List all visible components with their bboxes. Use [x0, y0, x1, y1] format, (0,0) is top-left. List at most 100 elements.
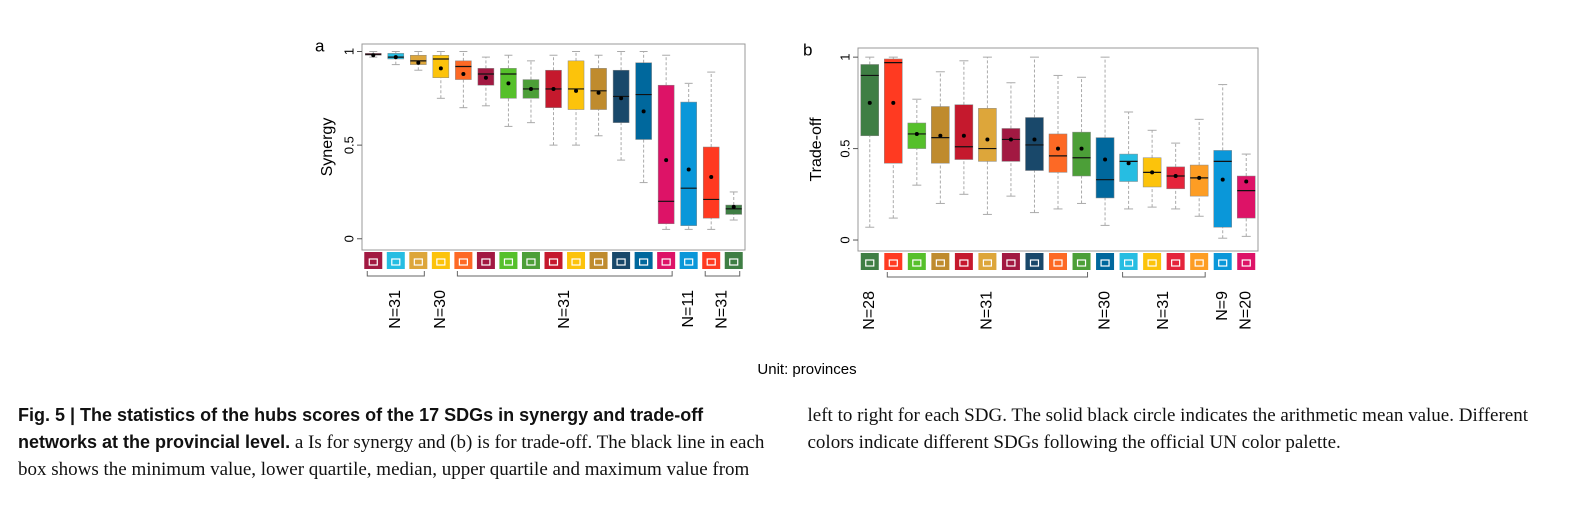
- mean: [619, 96, 624, 101]
- sdg-icon: [931, 253, 950, 270]
- box: [657, 84, 675, 225]
- sdg-icon-glyph: [458, 258, 468, 266]
- n-label: N=30: [432, 290, 449, 329]
- unit-note: Unit: provinces: [757, 361, 856, 378]
- sdg-icon-glyph: [982, 259, 993, 267]
- sdg-icon: [1025, 253, 1044, 270]
- mean: [416, 60, 421, 65]
- sdg-icon: [657, 252, 676, 269]
- sdg-icon: [1143, 253, 1162, 270]
- mean: [914, 131, 919, 136]
- sdg-icon: [1237, 253, 1256, 270]
- sdg-icon-glyph: [1100, 259, 1110, 267]
- group-bracket: [704, 271, 741, 277]
- n-label: N=30: [1096, 291, 1113, 330]
- box: [702, 146, 720, 219]
- n-label: N=31: [387, 290, 404, 329]
- sdg-icon: [567, 252, 586, 269]
- sdg-icon: [702, 252, 721, 269]
- box: [455, 60, 472, 80]
- sdg-icon: [544, 252, 563, 269]
- sdg-icon: [1166, 253, 1185, 270]
- box: [1236, 175, 1256, 219]
- box: [1025, 117, 1044, 171]
- sdg-icon: [634, 252, 653, 269]
- sdg-icon-glyph: [1029, 259, 1040, 267]
- sdg-icon-glyph: [1147, 259, 1157, 267]
- mean: [1079, 146, 1084, 151]
- mean: [506, 81, 511, 86]
- plot-frame: [857, 47, 1259, 252]
- mean: [1220, 177, 1225, 182]
- mean: [867, 100, 872, 105]
- sdg-icon-glyph: [1076, 259, 1087, 267]
- sdg-icon-glyph: [413, 258, 423, 266]
- sdg-icon-glyph: [639, 258, 649, 266]
- mean: [1173, 174, 1178, 179]
- box: [567, 60, 585, 110]
- mean: [1103, 157, 1108, 162]
- y-tick-label: 0.5: [341, 136, 356, 154]
- sdg-icon-glyph: [481, 258, 491, 266]
- sdg-icon: [612, 252, 631, 269]
- mean: [1197, 175, 1202, 180]
- mean: [961, 133, 966, 138]
- box: [590, 68, 607, 110]
- n-label: N=9: [1214, 291, 1231, 321]
- sdg-icon: [409, 252, 428, 269]
- sdg-icon: [860, 253, 879, 270]
- sdg-icon: [1096, 253, 1115, 270]
- box: [954, 104, 974, 160]
- caption: Fig. 5 | The statistics of the hubs scor…: [18, 402, 1563, 483]
- y-axis-label: Trade-off: [808, 117, 825, 182]
- panel-label: a: [315, 36, 325, 55]
- group-bracket: [366, 271, 425, 277]
- sdg-icon: [954, 253, 973, 270]
- box: [1095, 137, 1115, 199]
- mean: [528, 86, 533, 91]
- box: [1213, 150, 1232, 228]
- caption-title: Fig. 5 | The statistics of the hubs scor…: [18, 405, 704, 452]
- n-label: N=31: [556, 290, 573, 329]
- sdg-icon: [1190, 253, 1209, 270]
- sdg-icon: [907, 253, 926, 270]
- sdg-icon-glyph: [1123, 259, 1134, 267]
- sdg-icon-glyph: [526, 258, 536, 266]
- mean: [686, 167, 691, 172]
- mean: [1008, 137, 1013, 142]
- group-bracket: [1122, 272, 1206, 278]
- sdg-icon-glyph: [661, 258, 671, 266]
- y-tick-label: 0: [341, 235, 356, 242]
- sdg-icon-glyph: [571, 258, 581, 266]
- n-label: N=11: [680, 290, 697, 328]
- sdg-icon: [679, 252, 698, 269]
- sdg-icon: [884, 253, 903, 270]
- box: [1048, 133, 1068, 173]
- group-bracket: [886, 272, 1089, 278]
- sdg-icon-glyph: [1194, 259, 1204, 267]
- sdg-icon-glyph: [368, 258, 378, 266]
- sdg-icon: [1119, 253, 1138, 270]
- mean: [596, 90, 601, 95]
- sdg-icon-glyph: [503, 258, 514, 266]
- sdg-icon-glyph: [888, 259, 898, 267]
- y-tick-label: 1: [341, 48, 356, 55]
- sdg-icon: [521, 252, 540, 269]
- sdg-icon: [431, 252, 450, 269]
- sdg-icon-glyph: [1006, 259, 1016, 267]
- box: [884, 58, 903, 164]
- mean: [1244, 179, 1249, 184]
- y-axis-label: Synergy: [319, 118, 336, 177]
- sdg-icon: [386, 252, 405, 269]
- sdg-icon-glyph: [1053, 259, 1063, 267]
- figure: Unit: provinces a Synergy 0 0.5 1 N=31 N=30 N=3…: [315, 36, 1259, 378]
- sdg-icon-glyph: [593, 258, 604, 266]
- sdg-icon-glyph: [1241, 259, 1251, 267]
- sdg-icon: [1001, 253, 1020, 270]
- sdg-icon: [476, 252, 495, 269]
- sdg-icon-glyph: [1218, 259, 1228, 267]
- box: [1189, 164, 1209, 197]
- sdg-icon: [589, 252, 608, 269]
- sdg-icon-glyph: [1171, 259, 1181, 267]
